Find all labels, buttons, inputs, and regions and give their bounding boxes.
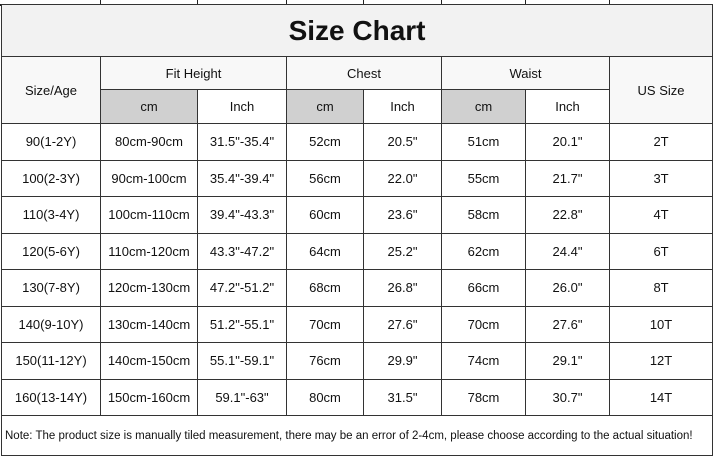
table-row: 160(13-14Y) 150cm-160cm 59.1"-63" 80cm 31.5"… xyxy=(1,378,713,416)
header-chest-cm: cm xyxy=(286,89,364,124)
cell-waist-inch: 30.7" xyxy=(525,378,610,416)
cell-us-size: 8T xyxy=(608,269,713,307)
cell-height-cm: 90cm-100cm xyxy=(100,159,198,197)
cell-chest-cm: 70cm xyxy=(286,305,364,343)
cell-height-cm: 120cm-130cm xyxy=(100,269,198,307)
cell-waist-inch: 21.7" xyxy=(525,159,610,197)
cell-us-size: 10T xyxy=(608,305,713,343)
cell-height-inch: 31.5"-35.4" xyxy=(197,123,287,161)
table-row: 90(1-2Y) 80cm-90cm 31.5"-35.4" 52cm 20.5" 51c… xyxy=(1,123,713,161)
cell-chest-cm: 80cm xyxy=(286,378,364,416)
header-height-cm: cm xyxy=(100,89,198,124)
header-chest-inch: Inch xyxy=(363,89,442,124)
table-row: 140(9-10Y) 130cm-140cm 51.2"-55.1" 70cm 27.6… xyxy=(1,305,713,343)
cell-size-age: 160(13-14Y) xyxy=(1,378,101,416)
cell-height-cm: 130cm-140cm xyxy=(100,305,198,343)
cell-chest-inch: 27.6" xyxy=(363,305,442,343)
header-us-size: US Size xyxy=(608,56,713,124)
cell-chest-inch: 29.9" xyxy=(363,342,442,380)
cell-waist-cm: 70cm xyxy=(441,305,526,343)
cell-waist-inch: 29.1" xyxy=(525,342,610,380)
chart-title: Size Chart xyxy=(0,4,713,57)
size-chart-table: Size Chart Size/Age Fit Height Chest Wai… xyxy=(0,4,713,456)
cell-height-inch: 47.2"-51.2" xyxy=(197,269,287,307)
cell-height-inch: 51.2"-55.1" xyxy=(197,305,287,343)
cell-waist-inch: 26.0" xyxy=(525,269,610,307)
cell-chest-inch: 25.2" xyxy=(363,232,442,270)
cell-height-inch: 39.4"-43.3" xyxy=(197,196,287,234)
cell-waist-cm: 51cm xyxy=(441,123,526,161)
header-waist-inch: Inch xyxy=(525,89,610,124)
cell-chest-cm: 60cm xyxy=(286,196,364,234)
cell-height-inch: 55.1"-59.1" xyxy=(197,342,287,380)
cell-height-cm: 140cm-150cm xyxy=(100,342,198,380)
note-text: Note: The product size is manually tiled… xyxy=(0,415,713,456)
cell-us-size: 6T xyxy=(608,232,713,270)
header-waist: Waist xyxy=(441,56,610,90)
table-row: 110(3-4Y) 100cm-110cm 39.4"-43.3" 60cm 23.6"… xyxy=(1,196,713,234)
cell-waist-inch: 20.1" xyxy=(525,123,610,161)
cell-chest-cm: 56cm xyxy=(286,159,364,197)
cell-height-cm: 80cm-90cm xyxy=(100,123,198,161)
cell-waist-cm: 62cm xyxy=(441,232,526,270)
cell-height-cm: 150cm-160cm xyxy=(100,378,198,416)
table-row: 130(7-8Y) 120cm-130cm 47.2"-51.2" 68cm 26.8"… xyxy=(1,269,713,307)
cell-chest-inch: 31.5" xyxy=(363,378,442,416)
cell-height-inch: 43.3"-47.2" xyxy=(197,232,287,270)
cell-chest-inch: 23.6" xyxy=(363,196,442,234)
cell-us-size: 4T xyxy=(608,196,713,234)
cell-chest-cm: 68cm xyxy=(286,269,364,307)
cell-size-age: 130(7-8Y) xyxy=(1,269,101,307)
table-row: 100(2-3Y) 90cm-100cm 35.4"-39.4" 56cm 22.0" 5… xyxy=(1,159,713,197)
cell-waist-cm: 74cm xyxy=(441,342,526,380)
table-row: 120(5-6Y) 110cm-120cm 43.3"-47.2" 64cm 25.2"… xyxy=(1,232,713,270)
cell-chest-inch: 26.8" xyxy=(363,269,442,307)
cell-chest-cm: 76cm xyxy=(286,342,364,380)
cell-waist-cm: 66cm xyxy=(441,269,526,307)
header-waist-cm: cm xyxy=(441,89,526,124)
header-chest: Chest xyxy=(286,56,442,90)
cell-chest-cm: 52cm xyxy=(286,123,364,161)
cell-chest-inch: 20.5" xyxy=(363,123,442,161)
cell-waist-inch: 24.4" xyxy=(525,232,610,270)
cell-waist-inch: 22.8" xyxy=(525,196,610,234)
cell-size-age: 120(5-6Y) xyxy=(1,232,101,270)
header-fit-height: Fit Height xyxy=(100,56,287,90)
cell-us-size: 3T xyxy=(608,159,713,197)
header-height-inch: Inch xyxy=(197,89,287,124)
cell-waist-cm: 58cm xyxy=(441,196,526,234)
cell-chest-inch: 22.0" xyxy=(363,159,442,197)
cell-waist-cm: 55cm xyxy=(441,159,526,197)
cell-size-age: 150(11-12Y) xyxy=(1,342,101,380)
cell-waist-inch: 27.6" xyxy=(525,305,610,343)
cell-us-size: 12T xyxy=(608,342,713,380)
cell-height-cm: 100cm-110cm xyxy=(100,196,198,234)
cell-height-inch: 59.1"-63" xyxy=(197,378,287,416)
header-size-age: Size/Age xyxy=(1,56,101,124)
cell-height-cm: 110cm-120cm xyxy=(100,232,198,270)
cell-us-size: 2T xyxy=(608,123,713,161)
cell-us-size: 14T xyxy=(608,378,713,416)
cell-waist-cm: 78cm xyxy=(441,378,526,416)
table-row: 150(11-12Y) 140cm-150cm 55.1"-59.1" 76cm 29.… xyxy=(1,342,713,380)
cell-size-age: 90(1-2Y) xyxy=(1,123,101,161)
cell-height-inch: 35.4"-39.4" xyxy=(197,159,287,197)
cell-size-age: 110(3-4Y) xyxy=(1,196,101,234)
cell-chest-cm: 64cm xyxy=(286,232,364,270)
cell-size-age: 100(2-3Y) xyxy=(1,159,101,197)
cell-size-age: 140(9-10Y) xyxy=(1,305,101,343)
